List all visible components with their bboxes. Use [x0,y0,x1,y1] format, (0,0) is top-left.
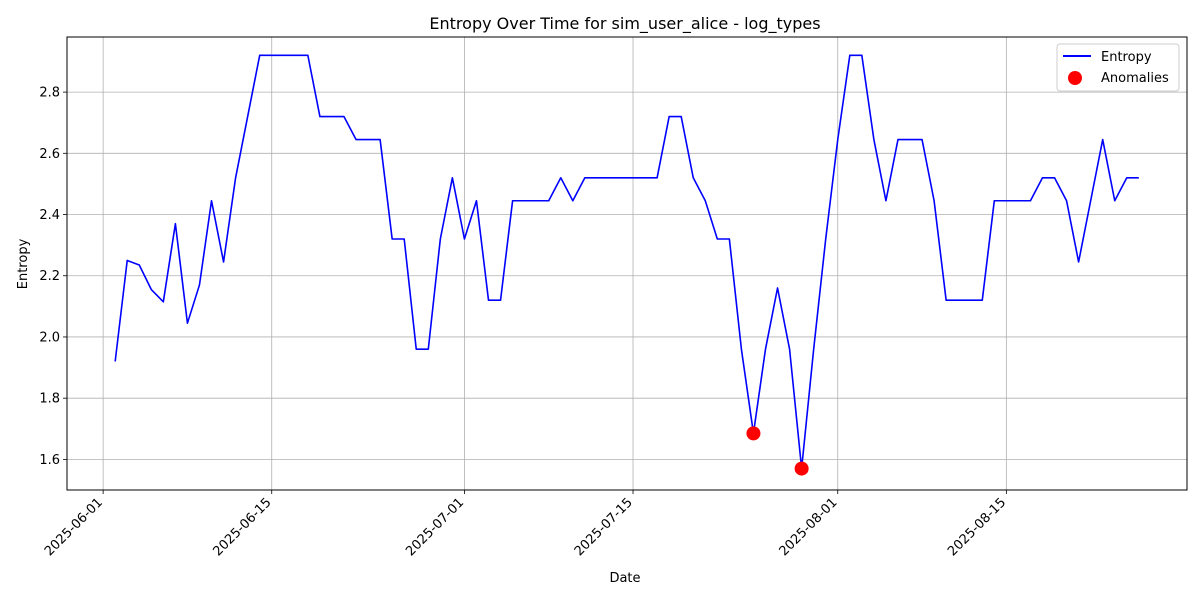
legend: Entropy Anomalies [1056,43,1180,92]
legend-entropy-label: Entropy [1101,50,1152,65]
y-axis-title: Entropy [16,238,31,289]
grid [67,37,1187,490]
y-tick-label: 2.8 [39,86,60,101]
legend-anomalies-swatch [1068,71,1082,85]
y-tick-label: 2.6 [39,147,60,162]
plot-area [114,54,1139,476]
x-axis-title: Date [609,571,640,586]
plot-frame [66,36,1188,491]
y-tick-label: 2.0 [39,330,60,345]
y-tick-label: 2.4 [39,208,60,223]
entropy-line [114,54,1139,470]
anomaly-point [746,426,761,441]
y-tick-label: 1.8 [39,392,60,407]
anomaly-point [794,461,809,476]
legend-anomalies-label: Anomalies [1101,71,1169,86]
chart-title: Entropy Over Time for sim_user_alice - l… [429,14,820,34]
y-tick-label: 2.2 [39,269,60,284]
y-axis: 1.6 1.8 2.0 2.2 2.4 2.6 2.8 [39,86,67,468]
y-tick-label: 1.6 [39,453,60,468]
